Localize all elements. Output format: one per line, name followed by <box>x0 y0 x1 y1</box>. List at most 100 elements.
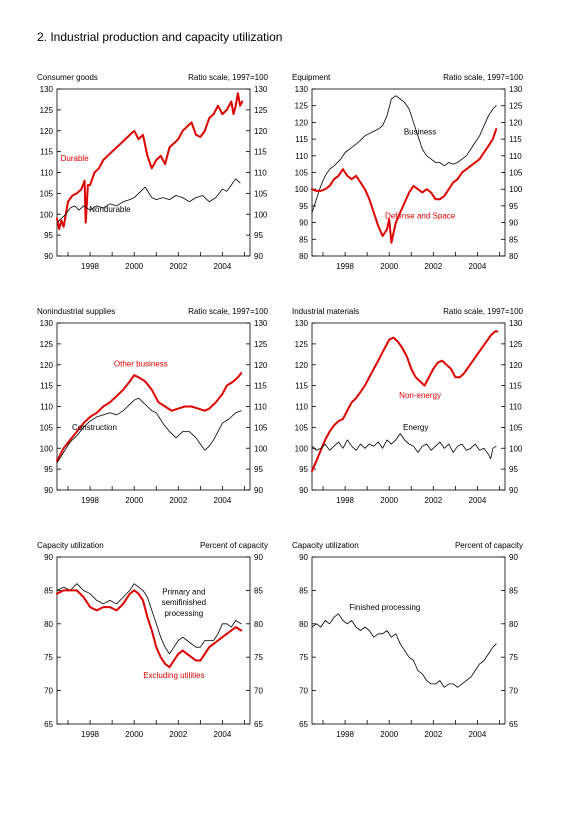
series-line-1 <box>311 330 499 473</box>
y-tick-label-left: 120 <box>295 361 309 370</box>
x-tick-label: 2004 <box>469 262 487 271</box>
y-tick-label-left: 100 <box>40 210 54 219</box>
y-tick-label-left: 90 <box>44 486 53 495</box>
y-tick-label-left: 120 <box>40 127 54 136</box>
y-tick-label-left: 105 <box>295 423 309 432</box>
y-tick-label-right: 100 <box>509 444 523 453</box>
y-tick-label-right: 90 <box>509 553 518 562</box>
y-tick-label-right: 75 <box>509 653 518 662</box>
chart-title: Nonindustrial supplies <box>37 307 115 316</box>
series-label: Business <box>404 127 436 136</box>
y-tick-label-left: 115 <box>295 135 308 144</box>
x-tick-label: 2002 <box>169 262 187 271</box>
y-tick-label-left: 65 <box>44 720 53 729</box>
chart-title: Capacity utilization <box>37 541 104 550</box>
series-line-1 <box>311 613 497 688</box>
x-tick-label: 2004 <box>214 496 232 505</box>
y-tick-label-right: 120 <box>254 127 268 136</box>
y-tick-label-right: 130 <box>509 85 523 94</box>
y-tick-label-right: 120 <box>509 361 523 370</box>
y-tick-label-right: 65 <box>254 720 263 729</box>
y-tick-label-left: 110 <box>295 403 308 412</box>
y-tick-label-right: 105 <box>509 423 523 432</box>
y-tick-label-right: 110 <box>254 403 267 412</box>
y-tick-label-left: 80 <box>299 252 308 261</box>
y-tick-label-right: 125 <box>254 106 268 115</box>
y-tick-label-right: 115 <box>254 148 267 157</box>
series-line-2 <box>311 128 498 244</box>
y-tick-label-right: 110 <box>509 403 522 412</box>
y-tick-label-right: 75 <box>254 653 263 662</box>
y-tick-label-right: 125 <box>509 340 523 349</box>
y-tick-label-right: 130 <box>254 85 268 94</box>
y-tick-label-left: 120 <box>40 361 54 370</box>
y-tick-label-left: 130 <box>40 85 54 94</box>
series-line-2 <box>56 397 242 464</box>
y-tick-label-right: 65 <box>509 720 518 729</box>
y-tick-label-left: 90 <box>299 553 308 562</box>
chart-title: Equipment <box>292 73 331 82</box>
plot-frame <box>311 556 506 725</box>
x-tick-label: 2002 <box>169 496 187 505</box>
x-tick-label: 2000 <box>125 496 143 505</box>
y-tick-label-left: 90 <box>44 553 53 562</box>
y-tick-label-left: 70 <box>299 687 308 696</box>
y-tick-label-right: 110 <box>509 152 522 161</box>
y-tick-label-right: 95 <box>509 465 518 474</box>
series-label: Durable <box>61 154 90 163</box>
y-tick-label-right: 105 <box>254 189 268 198</box>
series-line-1 <box>56 583 242 655</box>
x-tick-label: 2000 <box>380 730 398 739</box>
y-tick-label-left: 95 <box>44 231 53 240</box>
y-tick-label-left: 90 <box>44 252 53 261</box>
y-tick-label-right: 85 <box>509 235 518 244</box>
y-tick-label-left: 130 <box>40 319 54 328</box>
y-tick-label-left: 125 <box>40 106 54 115</box>
y-tick-label-right: 70 <box>254 687 263 696</box>
y-tick-label-left: 125 <box>295 102 309 111</box>
y-tick-label-left: 85 <box>299 235 308 244</box>
scale-label: Percent of capacity <box>200 541 268 550</box>
scale-label: Percent of capacity <box>455 541 523 550</box>
y-tick-label-left: 125 <box>40 340 54 349</box>
plot-frame <box>56 556 251 725</box>
x-tick-label: 2002 <box>424 262 442 271</box>
y-tick-label-right: 90 <box>509 486 518 495</box>
x-tick-label: 1998 <box>336 496 354 505</box>
y-tick-label-left: 130 <box>295 319 309 328</box>
y-tick-label-right: 125 <box>254 340 268 349</box>
y-tick-label-left: 100 <box>295 185 309 194</box>
series-label: semifinished <box>162 598 206 607</box>
series-label: Nondurable <box>89 205 131 214</box>
scale-label: Ratio scale, 1997=100 <box>443 73 523 82</box>
series-label: Primary and <box>162 587 205 596</box>
y-tick-label-right: 110 <box>254 169 267 178</box>
series-line-2 <box>56 589 243 669</box>
x-tick-label: 2002 <box>424 730 442 739</box>
series-label: Finished processing <box>349 603 420 612</box>
y-tick-label-right: 105 <box>254 423 268 432</box>
x-tick-label: 2000 <box>380 262 398 271</box>
y-tick-label-right: 105 <box>509 169 523 178</box>
x-tick-label: 1998 <box>336 730 354 739</box>
x-tick-label: 2004 <box>469 730 487 739</box>
y-tick-label-left: 115 <box>40 148 53 157</box>
y-tick-label-right: 70 <box>509 687 518 696</box>
series-line-1 <box>56 372 243 462</box>
x-tick-label: 2000 <box>380 496 398 505</box>
y-tick-label-left: 90 <box>299 486 308 495</box>
y-tick-label-right: 85 <box>509 586 518 595</box>
series-line-2 <box>311 433 497 460</box>
y-tick-label-left: 95 <box>44 465 53 474</box>
series-label: Non-energy <box>399 391 441 400</box>
y-tick-label-left: 105 <box>40 189 54 198</box>
chart-panel-nonindustrial-supplies: Nonindustrial supplies Ratio scale, 1997=… <box>37 307 269 505</box>
y-tick-label-right: 90 <box>254 553 263 562</box>
y-tick-label-right: 90 <box>254 252 263 261</box>
y-tick-label-right: 130 <box>254 319 268 328</box>
series-label: Excluding utilities <box>143 671 204 680</box>
scale-label: Ratio scale, 1997=100 <box>443 307 523 316</box>
x-tick-label: 2002 <box>169 730 187 739</box>
y-tick-label-left: 115 <box>295 382 308 391</box>
y-tick-label-left: 100 <box>295 444 309 453</box>
